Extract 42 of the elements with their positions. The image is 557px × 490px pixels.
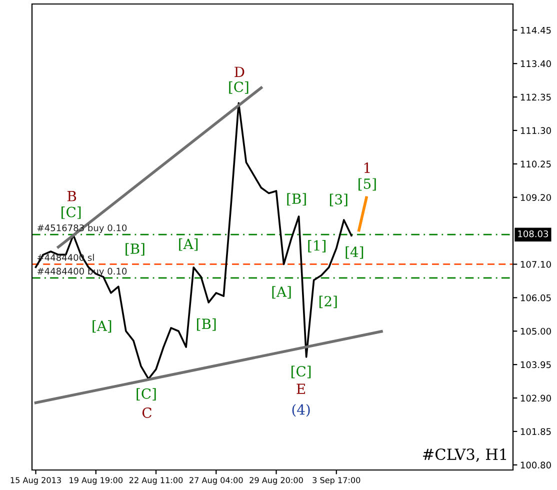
y-tick-label: 101.85 [520, 428, 551, 436]
annotation: [2] [319, 296, 337, 308]
annotation: [C] [229, 81, 248, 94]
annotation: [1] [308, 240, 326, 252]
annotation: [B] [287, 193, 306, 206]
y-tick-label: 113.40 [520, 60, 551, 68]
y-tick-label: 105.00 [520, 328, 551, 335]
annotation: C [142, 407, 152, 418]
y-tick-label: 110.25 [520, 160, 551, 168]
y-tick-label: 100.80 [520, 462, 551, 468]
annotation: [3] [330, 194, 348, 206]
x-tick-label: 27 Aug 04:00 [190, 477, 243, 485]
x-tick-label: 19 Aug 19:00 [70, 477, 123, 485]
annotation: [5] [358, 178, 376, 191]
annotation: [4] [346, 246, 364, 259]
x-tick-label: 29 Aug 20:00 [250, 477, 303, 485]
annotation: [C] [292, 366, 311, 378]
y-tick-label: 114.45 [520, 26, 551, 34]
y-tick-label: 107.10 [520, 260, 551, 268]
annotation: [B] [126, 243, 144, 256]
y-tick-label: 111.30 [520, 127, 551, 134]
x-tick-label: 3 Sep 17:00 [312, 477, 360, 485]
annotation: #CLV3, H1 [423, 448, 506, 462]
y-tick-label: 109.20 [520, 194, 551, 201]
x-tick-label: 22 Aug 11:00 [129, 477, 183, 485]
annotation: 108.03 [518, 230, 548, 238]
annotation: D [234, 66, 244, 77]
annotation: (4) [292, 404, 310, 417]
y-tick-label: 106.05 [520, 294, 551, 302]
y-tick-label: 112.35 [520, 94, 551, 101]
y-tick-label: 103.95 [520, 361, 551, 368]
annotation: [B] [197, 318, 216, 331]
annotation: [C] [62, 206, 81, 219]
annotation: [A] [179, 238, 198, 251]
annotation: 1 [364, 162, 370, 173]
x-tick-label: 15 Aug 2013 [10, 477, 61, 485]
y-tick-label: 102.90 [520, 394, 551, 402]
annotation: B [67, 191, 76, 202]
annotation: E [296, 384, 306, 394]
annotation: [A] [272, 286, 291, 299]
annotation: [A] [92, 320, 112, 333]
annotation: [C] [136, 388, 156, 400]
